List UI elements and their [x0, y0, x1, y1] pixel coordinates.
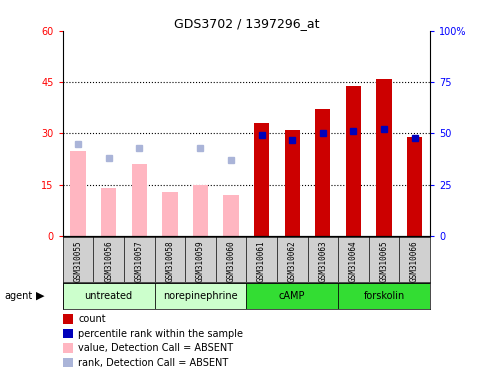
- Text: GSM310060: GSM310060: [227, 240, 236, 282]
- Bar: [376, 79, 392, 236]
- Text: count: count: [78, 314, 106, 324]
- Text: GSM310063: GSM310063: [318, 240, 327, 282]
- Title: GDS3702 / 1397296_at: GDS3702 / 1397296_at: [173, 17, 319, 30]
- Bar: [346, 86, 361, 236]
- Text: GSM310057: GSM310057: [135, 240, 144, 282]
- Text: forskolin: forskolin: [363, 291, 405, 301]
- Text: untreated: untreated: [85, 291, 133, 301]
- Text: agent: agent: [5, 291, 33, 301]
- Text: percentile rank within the sample: percentile rank within the sample: [78, 329, 243, 339]
- Text: GSM310065: GSM310065: [380, 240, 388, 282]
- Bar: [101, 188, 116, 236]
- Text: value, Detection Call = ABSENT: value, Detection Call = ABSENT: [78, 343, 233, 353]
- Bar: [71, 151, 86, 236]
- Text: GSM310064: GSM310064: [349, 240, 358, 282]
- Bar: [315, 109, 330, 236]
- Bar: [254, 123, 270, 236]
- Text: norepinephrine: norepinephrine: [163, 291, 238, 301]
- Text: GSM310062: GSM310062: [288, 240, 297, 282]
- Bar: [407, 137, 422, 236]
- Text: rank, Detection Call = ABSENT: rank, Detection Call = ABSENT: [78, 358, 228, 368]
- Text: GSM310055: GSM310055: [73, 240, 83, 282]
- Text: GSM310056: GSM310056: [104, 240, 113, 282]
- Bar: [162, 192, 177, 236]
- Bar: [193, 185, 208, 236]
- Text: cAMP: cAMP: [279, 291, 305, 301]
- Text: ▶: ▶: [36, 291, 45, 301]
- Bar: [63, 283, 155, 309]
- Text: GSM310059: GSM310059: [196, 240, 205, 282]
- Text: GSM310066: GSM310066: [410, 240, 419, 282]
- Bar: [131, 164, 147, 236]
- Bar: [223, 195, 239, 236]
- Bar: [284, 130, 300, 236]
- Text: GSM310058: GSM310058: [165, 240, 174, 282]
- Text: GSM310061: GSM310061: [257, 240, 266, 282]
- Bar: [246, 283, 338, 309]
- Bar: [155, 283, 246, 309]
- Bar: [338, 283, 430, 309]
